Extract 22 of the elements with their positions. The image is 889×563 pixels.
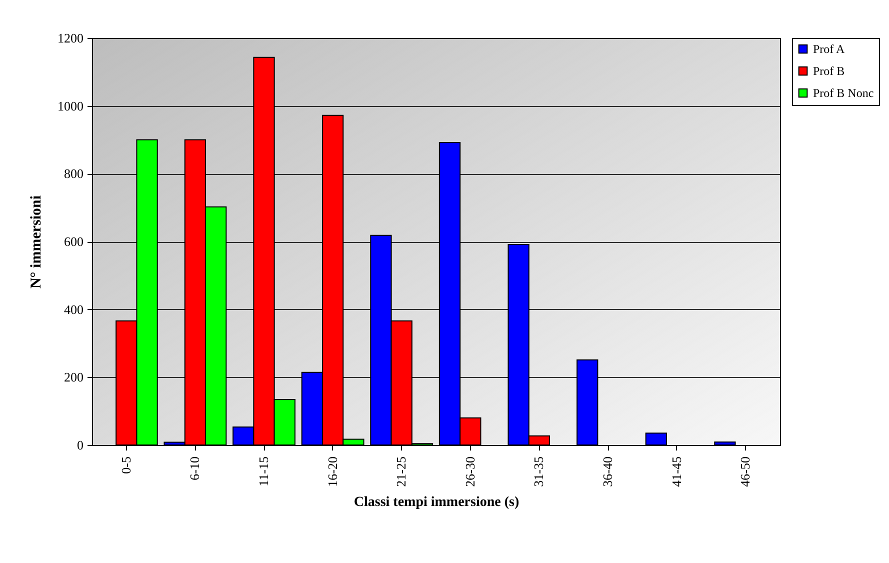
x-tick-label: 21-25 — [394, 456, 409, 487]
x-tick-label: 31-35 — [531, 456, 546, 487]
y-tick-label: 600 — [64, 234, 84, 249]
x-tick-label: 11-15 — [256, 456, 271, 486]
legend-label: Prof B — [813, 64, 845, 78]
x-tick-label: 36-40 — [600, 456, 615, 487]
y-tick-label: 0 — [77, 438, 84, 452]
legend-label: Prof A — [813, 42, 846, 56]
y-tick-label: 400 — [64, 302, 84, 317]
x-tick-label: 46-50 — [738, 456, 753, 487]
y-tick-label: 1200 — [58, 30, 84, 46]
y-tick-label: 1000 — [58, 98, 84, 114]
x-tick-label: 41-45 — [668, 456, 684, 487]
x-tick-label: 16-20 — [324, 456, 340, 487]
x-tick-label: 6-10 — [187, 456, 202, 480]
legend-label: Prof B Nonc — [813, 86, 874, 100]
y-tick-label: 800 — [64, 166, 84, 182]
y-tick-label: 200 — [64, 370, 84, 385]
x-tick-label: 26-30 — [462, 456, 478, 487]
x-tick-label: 0-5 — [118, 456, 134, 474]
y-axis-title: N° immersioni — [28, 195, 44, 289]
x-axis-title: Classi tempi immersione (s) — [354, 494, 520, 510]
